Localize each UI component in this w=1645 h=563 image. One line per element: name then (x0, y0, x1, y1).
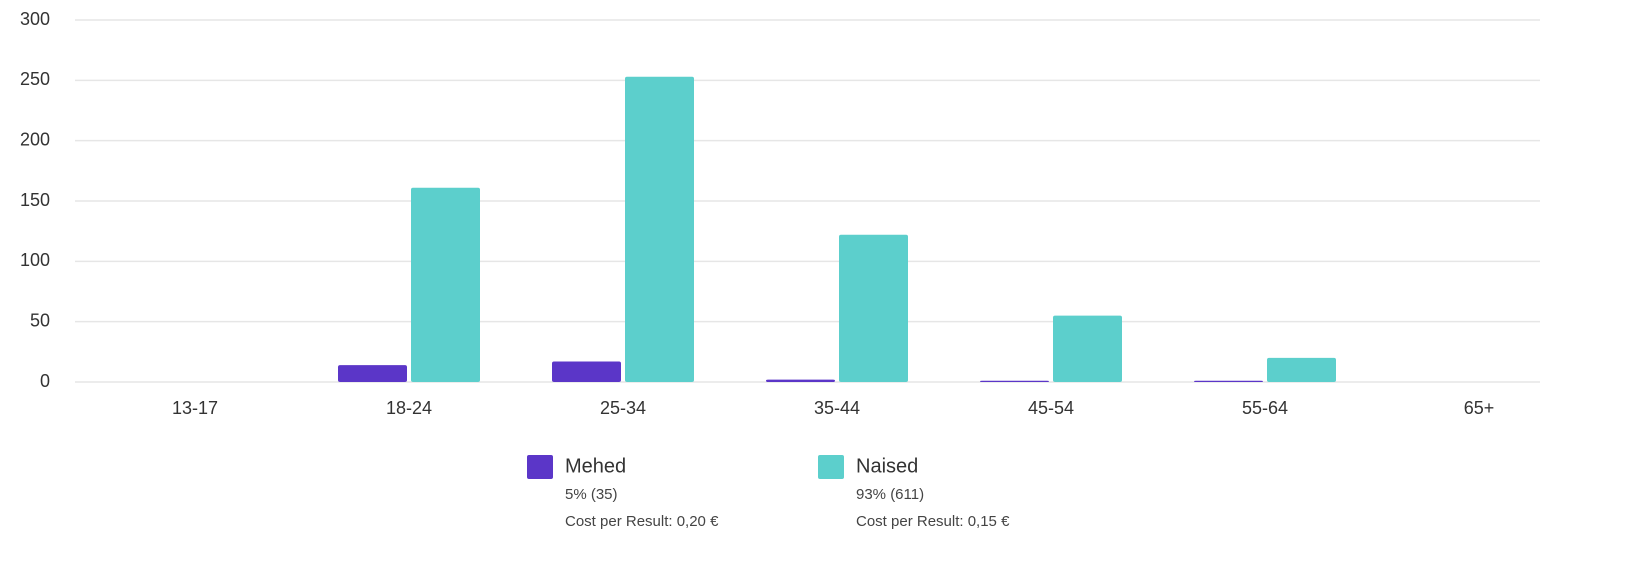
bar (1194, 380, 1263, 382)
bar (338, 365, 407, 382)
bar (552, 361, 621, 382)
legend-swatch (818, 455, 844, 479)
bar (1053, 315, 1122, 382)
bar (1267, 357, 1336, 382)
y-tick-label: 100 (20, 250, 50, 270)
bar (625, 76, 694, 383)
legend-label: Naised (856, 455, 918, 477)
x-tick-label: 55-64 (1242, 398, 1288, 418)
y-tick-label: 50 (30, 310, 50, 330)
legend-label: Mehed (565, 455, 626, 477)
bar (839, 234, 908, 382)
x-tick-label: 13-17 (172, 398, 218, 418)
bar (980, 380, 1049, 382)
legend-detail: 93% (611) (856, 486, 924, 503)
y-tick-label: 250 (20, 69, 50, 89)
legend-swatch (527, 455, 553, 479)
y-tick-label: 300 (20, 9, 50, 29)
y-tick-label: 150 (20, 190, 50, 210)
y-tick-label: 200 (20, 129, 50, 149)
bar (411, 187, 480, 382)
x-tick-label: 18-24 (386, 398, 432, 418)
legend-detail: 5% (35) (565, 486, 618, 503)
legend-detail: Cost per Result: 0,20 € (565, 513, 719, 530)
legend-detail: Cost per Result: 0,15 € (856, 513, 1010, 530)
bar (766, 379, 835, 382)
x-tick-label: 45-54 (1028, 398, 1074, 418)
x-tick-label: 65+ (1464, 398, 1495, 418)
x-tick-label: 25-34 (600, 398, 646, 418)
y-tick-label: 0 (40, 371, 50, 391)
x-tick-label: 35-44 (814, 398, 860, 418)
